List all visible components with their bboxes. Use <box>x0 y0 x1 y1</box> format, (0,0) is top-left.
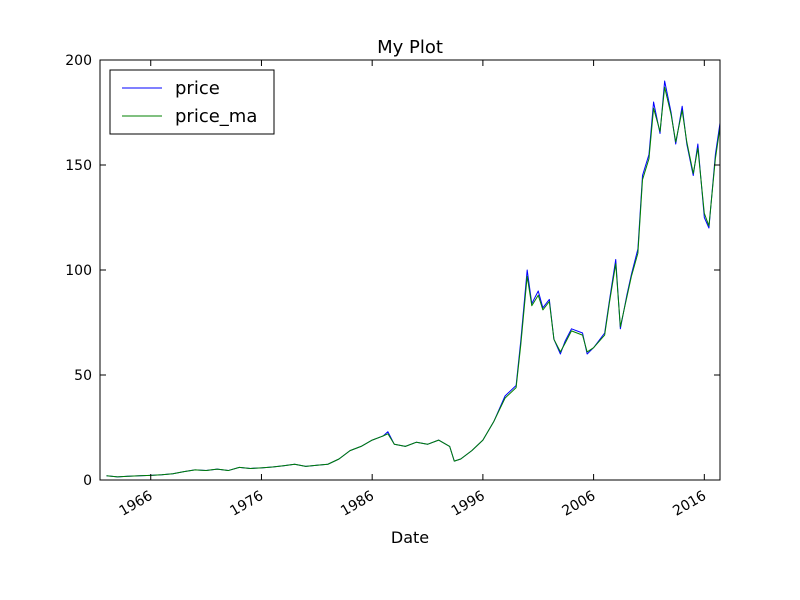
legend-label-price: price <box>175 78 220 99</box>
y-tick-label: 0 <box>83 473 92 489</box>
legend-box <box>109 69 275 135</box>
series-layer <box>106 80 720 478</box>
y-tick-label: 200 <box>65 53 92 69</box>
y-tick-label: 50 <box>74 368 92 384</box>
y-tick-label: 100 <box>65 263 92 279</box>
legend: price price_ma <box>109 69 275 135</box>
legend-label-price-ma: price_ma <box>175 106 257 127</box>
series-line-price-ma <box>106 86 720 478</box>
y-tick-label: 150 <box>65 158 92 174</box>
x-axis-label: Date <box>391 528 429 547</box>
chart-title: My Plot <box>377 37 443 58</box>
